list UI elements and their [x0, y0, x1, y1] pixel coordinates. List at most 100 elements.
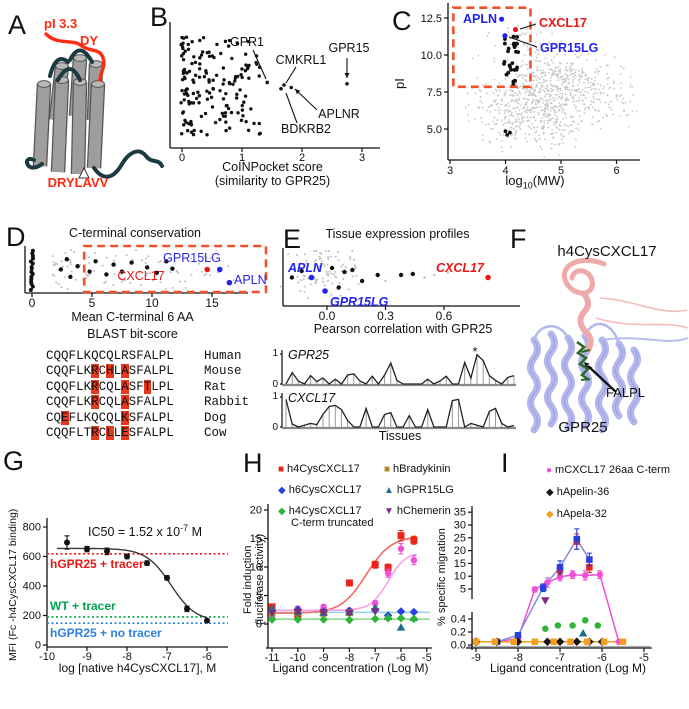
svg-text:35: 35	[454, 507, 466, 519]
svg-text:5: 5	[558, 165, 564, 177]
series-h4cyscxcl17-c-term-truncated	[267, 614, 419, 625]
legend-item-h6cyscxcl17: ◆ h6CysCXCL17	[278, 484, 362, 496]
svg-text:0.0: 0.0	[451, 640, 466, 652]
square-marker-icon: ■	[278, 464, 285, 475]
svg-text:15: 15	[250, 533, 262, 545]
panel-i-legend: ● mCXCL17 26aa C-term ◆ hApelin-36 ◆ hApela-3…	[546, 464, 689, 530]
n-terminus-line	[44, 32, 106, 82]
svg-text:400: 400	[23, 581, 41, 593]
svg-text:600: 600	[23, 551, 41, 563]
series-purple-triangle	[541, 597, 550, 605]
scatter-label-bdkrb2: BDKRB2	[281, 122, 331, 136]
ref-line-label-hgpr25-no-tracer: hGPR25 + no tracer	[50, 626, 162, 640]
svg-text:-5: -5	[639, 652, 649, 664]
panel-c-plot: 3 4 5 6 12.5 10.0 7.5 5.0 APLN CXCL17 GPR15LG	[421, 3, 640, 177]
svg-text:10.0: 10.0	[421, 50, 442, 62]
svg-text:0.2: 0.2	[451, 627, 466, 639]
svg-text:-7: -7	[162, 651, 172, 663]
dry-motif-pointer	[78, 166, 90, 179]
svg-text:5: 5	[256, 590, 262, 602]
svg-text:0: 0	[272, 422, 278, 433]
receptor-structure-label: GPR25	[558, 419, 608, 436]
dry-motif-label: DRYLAVV	[47, 175, 109, 190]
svg-text:-8: -8	[513, 652, 523, 664]
svg-text:-6: -6	[597, 652, 607, 664]
svg-text:7.5: 7.5	[427, 87, 442, 99]
panel-d-title: C-terminal conservation	[69, 226, 201, 240]
panel-e-plot: 0.0 0.3 0.6APLNGPR15LGCXCL1710*GPR2510CXCL…	[272, 248, 520, 433]
strip-label-apln: APLN	[234, 273, 267, 287]
alignment-row-dog: CQEFLKQCQLKSFALPL Dog	[46, 410, 227, 425]
svg-text:-10: -10	[39, 651, 55, 663]
svg-text:20: 20	[250, 505, 262, 517]
svg-text:5: 5	[89, 296, 96, 310]
panel-c-ylabel: pI	[392, 78, 407, 90]
legend-item-hchemerin: ▼ hChemerin	[384, 505, 451, 517]
series-mcxcl17-26aa-c-term	[472, 570, 623, 645]
svg-text:1: 1	[272, 348, 278, 359]
panel-h-plot: 0 5 10 15 20 -11 -10 -9 -8 -7 -6 -5	[250, 504, 432, 664]
svg-text:0: 0	[179, 152, 185, 164]
ligand-helix	[561, 257, 607, 296]
svg-text:15: 15	[454, 558, 466, 570]
ic50-annotation: IC50 = 1.52 x 10-7 M	[88, 523, 202, 540]
svg-text:5: 5	[460, 584, 466, 596]
svg-text:-9: -9	[471, 652, 481, 664]
legend-item-hapelin-36: ◆ hApelin-36	[546, 486, 610, 498]
scatter-label-gpr15lg: GPR15LG	[540, 41, 598, 55]
panel-g-plot: 0 200 400 600 800 -10 -9 -8 -7 -6	[23, 518, 228, 663]
profile-series-label-gpr25: GPR25	[288, 348, 329, 362]
svg-text:3: 3	[447, 165, 453, 177]
complex-structure	[527, 257, 689, 434]
legend-item-hbradykinin: ■ hBradykinin	[384, 463, 451, 475]
panel-i-xlabel: Ligand concentration (Log M)	[489, 661, 647, 675]
ref-line-label-hgpr25-tracer: hGPR25 + tracer	[50, 557, 144, 571]
series-hapela-32	[472, 638, 627, 645]
falpl-annotation: FALPL	[606, 385, 646, 400]
strip-label-gpr15lg: GPR15LG	[330, 295, 389, 309]
svg-text:-7: -7	[370, 652, 380, 664]
svg-text:10: 10	[454, 571, 466, 583]
panel-d-xlabel: Mean C-terminal 6 AA	[71, 310, 194, 324]
svg-text:30: 30	[454, 520, 466, 532]
svg-text:3: 3	[359, 152, 365, 164]
highlight-dashed-box	[452, 6, 532, 89]
diamond-marker-icon: ◆	[278, 485, 286, 496]
ligand-structure-title: h4CysCXCL17	[557, 243, 657, 260]
ref-line-label-wt-tracer: WT + tracer	[50, 599, 116, 613]
svg-text:0: 0	[35, 640, 41, 652]
panel-h-legend: ■ h4CysCXCL17 ■ hBradykinin ◆ h6CysCXCL17 ▲ hGP…	[272, 463, 482, 543]
svg-text:-8: -8	[122, 651, 132, 663]
panel-b-xlabel2: (similarity to GPR25)	[214, 174, 331, 188]
diamond-marker-icon: ◆	[546, 509, 554, 520]
svg-text:-6: -6	[202, 651, 212, 663]
strip-label-cxcl17: CXCL17	[436, 261, 485, 275]
svg-text:-11: -11	[264, 652, 279, 664]
svg-text:10: 10	[145, 296, 159, 310]
species-label: Rat	[204, 379, 227, 394]
strip-label-cxcl17: CXCL17	[117, 269, 164, 283]
species-label: Dog	[204, 410, 227, 425]
scatter-label-aplnr: APLNR	[318, 107, 360, 121]
svg-text:12.5: 12.5	[421, 13, 442, 25]
series-hchemerin	[267, 608, 380, 618]
svg-text:0: 0	[256, 619, 262, 631]
alignment-row-human: CQQFLKQCQLRSFALPL Human	[46, 349, 242, 363]
svg-text:0.3: 0.3	[377, 309, 394, 323]
strip-label-apln: APLN	[287, 261, 323, 275]
panel-g-ylabel: MFI (Fc -h4CysCXCL17 binding)	[7, 508, 19, 661]
panel-d-letter: D	[6, 222, 26, 252]
species-label: Rabbit	[204, 395, 250, 410]
panel-e-letter: E	[283, 224, 302, 254]
species-label: Cow	[204, 425, 227, 440]
series-green-circles	[542, 617, 602, 632]
strip-label-gpr15lg: GPR15LG	[163, 251, 221, 265]
species-label: Human	[204, 349, 242, 363]
svg-text:4: 4	[502, 165, 508, 177]
svg-text:1: 1	[272, 391, 278, 402]
panel-b-xlabel: CoINPocket score	[222, 160, 323, 174]
alignment-row-cow: CQQFLTRCLLESFALPL Cow	[46, 425, 227, 440]
alignment-row-rat: CQQFLKRCQLASFTLPL Rat	[46, 379, 227, 394]
